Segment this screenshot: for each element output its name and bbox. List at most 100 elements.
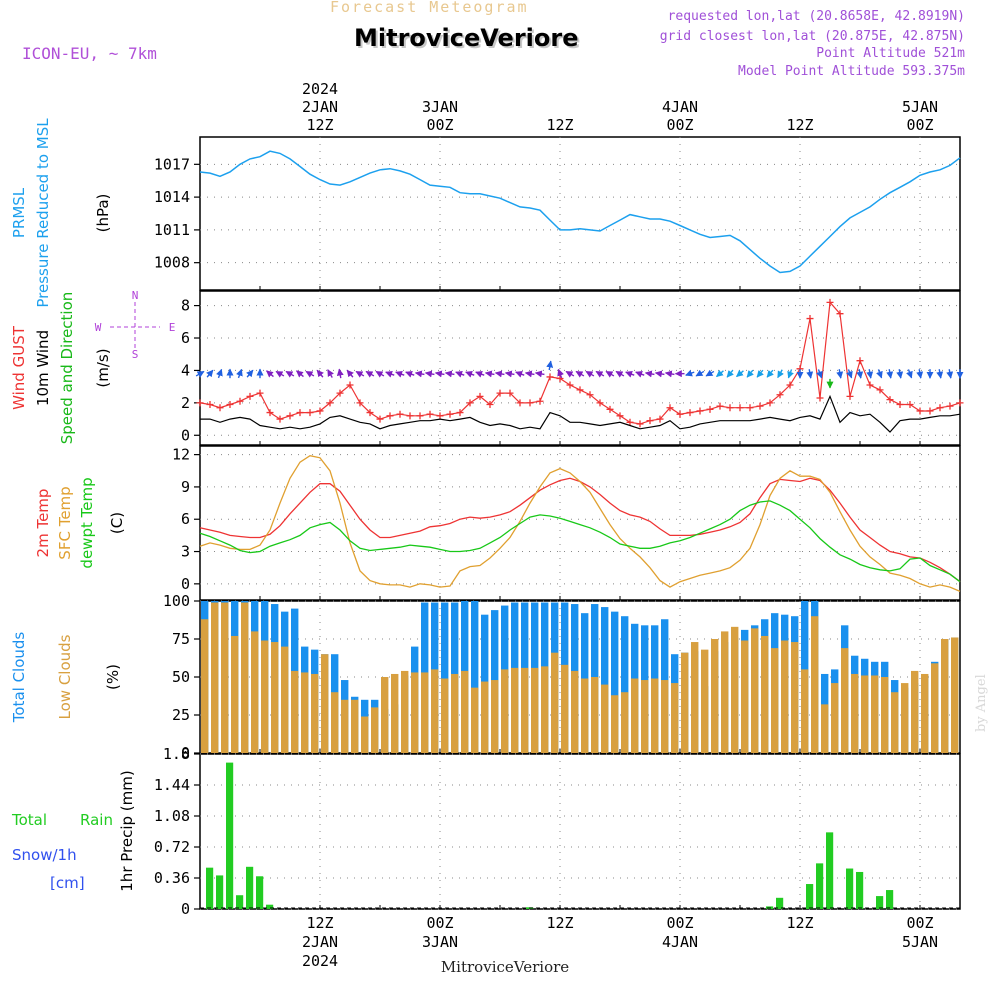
wind-direction-arrow [644, 370, 655, 378]
bottom-time-label: 2024 [302, 952, 338, 970]
total-cloud-bar [621, 616, 629, 753]
wind-direction-arrow [906, 369, 913, 379]
low-cloud-bar [721, 631, 729, 753]
wind-direction-arrow [375, 370, 385, 378]
wind-direction-arrow [316, 369, 324, 378]
gust-point-marker [746, 404, 754, 412]
wind-ytick-label: 8 [181, 297, 190, 315]
wind-direction-arrow [777, 369, 784, 379]
low-cloud-bar [681, 652, 689, 753]
wind-direction-arrow [504, 370, 515, 378]
clouds-ytick-label: 75 [172, 630, 190, 648]
wind-direction-arrow [336, 368, 344, 379]
low-cloud-bar [551, 652, 559, 753]
low-cloud-bar [841, 648, 849, 753]
wind-ytick-label: 2 [181, 394, 190, 412]
low-cloud-bar [341, 699, 349, 753]
rain-bar [206, 867, 214, 909]
low-cloud-bar [401, 670, 409, 753]
top-time-label: 00Z [906, 116, 933, 134]
low-cloud-bar [231, 635, 239, 753]
rain-bar [266, 904, 274, 909]
total-clouds-title: Total Clouds [10, 632, 28, 724]
gust-point-marker [836, 310, 844, 318]
low-cloud-bar [461, 670, 469, 753]
gust-point-marker [846, 392, 854, 400]
gust-point-marker [786, 381, 794, 389]
low-cloud-bar [351, 699, 359, 753]
bottom-time-label: 2JAN [302, 933, 338, 951]
wind-panel: 0 2 4 6 8 [181, 290, 964, 446]
rain-bar [216, 875, 224, 909]
clouds-panel: 0 25 50 75 100 [163, 592, 961, 762]
clouds-ytick-label: 25 [172, 706, 190, 724]
wind-direction-arrow [475, 371, 485, 378]
wind-direction-arrow [385, 371, 395, 378]
low-cloud-bar [611, 695, 619, 753]
wind-direction-arrow [946, 369, 954, 379]
low-cloud-bar [921, 673, 929, 753]
gust-point-marker [446, 410, 454, 418]
wind-direction-arrow [635, 371, 645, 378]
rain-bar [246, 866, 254, 909]
low-cloud-bar [881, 677, 889, 753]
wind-direction-arrow [625, 371, 635, 378]
gust-point-marker [216, 404, 224, 412]
pressure-ytick-label: 1011 [154, 221, 190, 239]
gust-point-marker [196, 399, 204, 407]
gust-point-marker [816, 394, 824, 402]
precip-ytick-label: 1.8 [163, 745, 190, 763]
low-cloud-bar [741, 640, 749, 753]
precip-ytick-label: 0.72 [154, 838, 190, 856]
top-time-label: 3JAN [422, 98, 458, 116]
wind-direction-arrow [405, 371, 415, 378]
wind-direction-arrow [695, 369, 705, 377]
top-time-label: 12Z [546, 116, 573, 134]
low-cloud-bar [481, 681, 489, 753]
temp-unit: (C) [108, 512, 126, 534]
gust-point-marker [316, 407, 324, 415]
gust-point-marker [256, 389, 264, 397]
clouds-ytick-label: 0 [181, 744, 190, 762]
low-cloud-bar [711, 639, 719, 753]
sfctemp-series-line [199, 455, 961, 592]
gust-point-marker [616, 412, 624, 420]
rain-bar [236, 895, 244, 909]
rain-bar [256, 876, 264, 909]
low-cloud-bar [321, 654, 329, 753]
gust-point-marker [956, 399, 964, 407]
wind-direction-arrow [756, 369, 764, 378]
gust-point-marker [286, 412, 294, 420]
low-cloud-bar [491, 680, 499, 753]
wind-direction-arrow [524, 370, 535, 378]
wind-direction-arrow [515, 371, 525, 378]
pressure-unit: (hPa) [94, 194, 112, 233]
gust-point-marker [526, 399, 534, 407]
gust-point-marker [416, 412, 424, 420]
wind-direction-arrow [465, 371, 475, 378]
low-cloud-bar [601, 684, 609, 753]
gust-point-marker [296, 409, 304, 417]
wind-direction-arrow [575, 370, 585, 378]
wind-unit: (m/s) [94, 348, 112, 387]
low-cloud-bar [431, 669, 439, 753]
wind-direction-arrow [585, 370, 595, 378]
low-cloud-bar [791, 642, 799, 753]
low-cloud-bar [281, 646, 289, 753]
wind-direction-arrow [746, 369, 754, 378]
rain-bar [886, 890, 894, 909]
gust-point-marker [246, 392, 254, 400]
low-cloud-bar [751, 628, 759, 753]
low-cloud-bar [941, 639, 949, 753]
gust-point-marker [436, 412, 444, 420]
gust-point-marker [866, 381, 874, 389]
pressure-panel: 1008 1011 1014 1017 [154, 136, 961, 291]
gust-point-marker [386, 412, 394, 420]
gust-point-marker [236, 397, 244, 405]
low-cloud-bar [781, 640, 789, 753]
wind-direction-arrow [414, 370, 425, 378]
gust-point-marker [396, 410, 404, 418]
sfctemp-title: SFC Temp [56, 486, 74, 559]
location-title: MitroviceVeriore [354, 24, 579, 52]
